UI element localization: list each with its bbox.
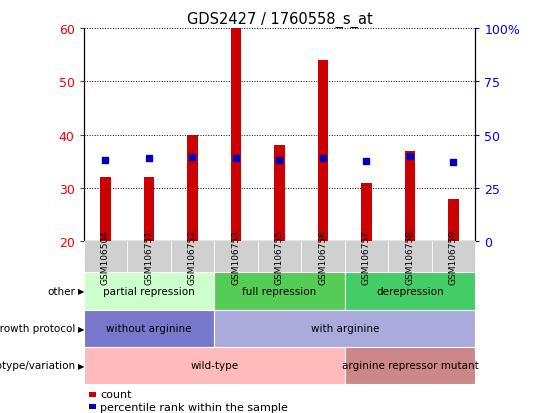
Text: derepression: derepression xyxy=(376,286,444,296)
Text: count: count xyxy=(100,389,131,399)
Text: growth protocol: growth protocol xyxy=(0,323,76,333)
Bar xyxy=(318,61,328,242)
Title: GDS2427 / 1760558_s_at: GDS2427 / 1760558_s_at xyxy=(187,12,372,28)
Text: genotype/variation: genotype/variation xyxy=(0,361,76,370)
Text: GSM106759: GSM106759 xyxy=(449,230,458,285)
Text: other: other xyxy=(48,286,76,296)
Text: ▶: ▶ xyxy=(78,361,84,370)
Text: percentile rank within the sample: percentile rank within the sample xyxy=(100,402,288,412)
Bar xyxy=(274,146,285,242)
Text: partial repression: partial repression xyxy=(103,286,195,296)
Text: wild-type: wild-type xyxy=(190,361,238,370)
Text: ▶: ▶ xyxy=(78,324,84,333)
Text: arginine repressor mutant: arginine repressor mutant xyxy=(342,361,478,370)
Bar xyxy=(404,151,415,242)
Text: GSM106752: GSM106752 xyxy=(188,230,197,285)
Text: GSM106756: GSM106756 xyxy=(319,230,327,285)
Text: GSM106758: GSM106758 xyxy=(406,230,415,285)
Bar xyxy=(361,183,372,242)
Text: GSM106755: GSM106755 xyxy=(275,230,284,285)
Text: GSM106753: GSM106753 xyxy=(232,230,240,285)
Bar xyxy=(187,135,198,242)
Text: full repression: full repression xyxy=(242,286,316,296)
Bar xyxy=(448,199,459,242)
Text: GSM106504: GSM106504 xyxy=(101,230,110,285)
Text: without arginine: without arginine xyxy=(106,323,192,333)
Text: with arginine: with arginine xyxy=(310,323,379,333)
Bar xyxy=(144,178,154,242)
Bar xyxy=(231,29,241,242)
Text: ▶: ▶ xyxy=(78,287,84,296)
Text: GSM106751: GSM106751 xyxy=(145,230,153,285)
Text: GSM106757: GSM106757 xyxy=(362,230,371,285)
Bar xyxy=(100,178,111,242)
